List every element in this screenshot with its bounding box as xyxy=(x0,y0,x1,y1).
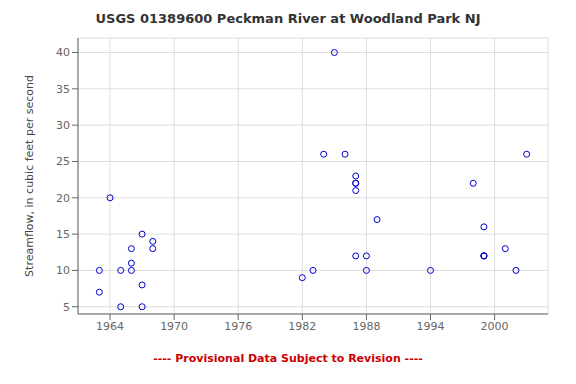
svg-text:1988: 1988 xyxy=(352,320,380,333)
svg-text:30: 30 xyxy=(56,119,70,132)
svg-text:35: 35 xyxy=(56,83,70,96)
svg-text:2000: 2000 xyxy=(481,320,509,333)
svg-text:Streamflow, in cubic feet per: Streamflow, in cubic feet per second xyxy=(23,75,36,277)
svg-text:40: 40 xyxy=(56,46,70,59)
svg-text:1970: 1970 xyxy=(160,320,188,333)
svg-text:10: 10 xyxy=(56,264,70,277)
svg-text:1994: 1994 xyxy=(417,320,445,333)
svg-text:5: 5 xyxy=(63,301,70,314)
svg-text:1964: 1964 xyxy=(96,320,124,333)
svg-text:20: 20 xyxy=(56,192,70,205)
html-text:USGS 01389600 Peckman River at: USGS 01389600 Peckman River at Woodland … xyxy=(95,11,481,26)
html-text:---- Provisional Data Subject: ---- Provisional Data Subject to Revisio… xyxy=(153,352,423,365)
svg-text:25: 25 xyxy=(56,155,70,168)
svg-text:1976: 1976 xyxy=(224,320,252,333)
svg-text:15: 15 xyxy=(56,228,70,241)
svg-text:1982: 1982 xyxy=(288,320,316,333)
